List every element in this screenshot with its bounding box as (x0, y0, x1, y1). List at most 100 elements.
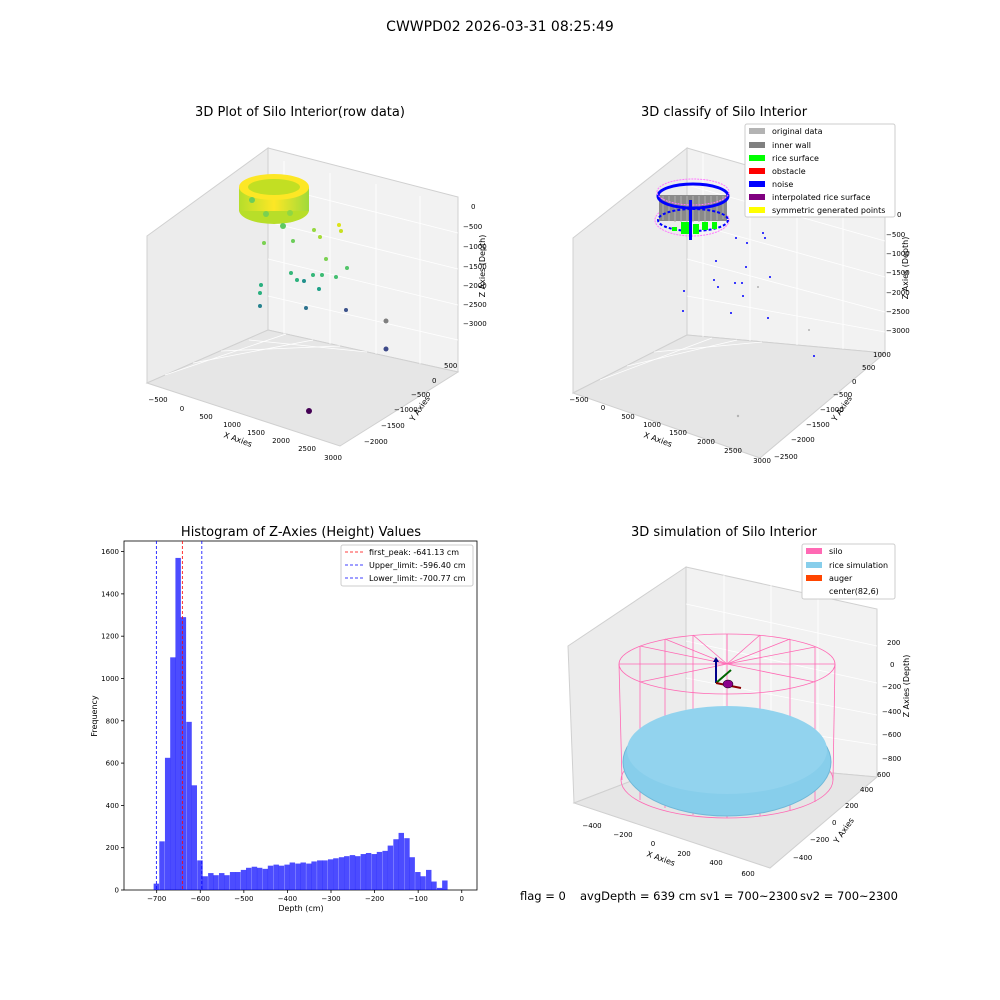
histogram-bar (213, 875, 219, 890)
y-tick: 0 (852, 378, 856, 386)
figure-title: CWWPD02 2026-03-31 08:25:49 (386, 19, 614, 35)
legend-item: noise (749, 180, 793, 189)
raw-ring (239, 174, 309, 229)
histogram-bar (376, 851, 383, 890)
histogram-bar (191, 785, 197, 890)
histogram-bar (365, 852, 372, 890)
z-tick: −200 (882, 683, 901, 691)
z-tick: −500 (463, 223, 482, 231)
legend-label: symmetric generated points (772, 206, 885, 215)
legend-label: first_peak: -641.13 cm (369, 548, 459, 557)
y-tick: −1500 (806, 421, 830, 429)
classify-original-points (736, 286, 810, 418)
histogram-bar (202, 876, 208, 890)
y-tick: −2500 (774, 453, 798, 461)
classify-legend: original data inner wall rice surface ob… (744, 123, 896, 218)
legend-label: inner wall (772, 141, 811, 150)
histogram-bar (170, 657, 176, 890)
legend-item: first_peak: -641.13 cm (345, 548, 459, 557)
y-tick: −500 (833, 391, 852, 399)
histogram-bar (208, 873, 214, 890)
y-tick: 600 (877, 771, 890, 779)
y-tick: −200 (810, 836, 829, 844)
histogram-bar (175, 557, 181, 890)
x-tick: 3000 (324, 454, 342, 462)
legend-label: original data (772, 127, 823, 136)
pane-floor (571, 334, 887, 459)
y-tick: 500 (862, 364, 875, 372)
x-tick: −700 (147, 895, 166, 903)
auger-marker (713, 657, 742, 689)
histogram-bar (240, 869, 247, 890)
histogram-bar (306, 863, 312, 890)
z-tick: 0 (890, 661, 894, 669)
simulation-x-ticks: −400 −200 0 200 400 600 (582, 822, 754, 878)
legend-item: symmetric generated points (749, 206, 885, 215)
histogram-bar (229, 872, 236, 890)
z-tick: −400 (882, 708, 901, 716)
legend-item: interpolated rice surface (749, 193, 870, 202)
z-tick: −1500 (463, 263, 487, 271)
z-tick: −2500 (886, 308, 910, 316)
legend-item: auger (806, 574, 853, 583)
histogram-legend: first_peak: -641.13 cm Upper_limit: -596… (340, 544, 474, 587)
histogram-y-ticks: 0 200 400 600 800 1000 1200 1400 1600 (101, 548, 124, 895)
legend-item: obstacle (749, 167, 806, 176)
y-tick: 1200 (101, 633, 119, 641)
z-tick: −1000 (463, 243, 487, 251)
x-tick: 0 (651, 840, 655, 848)
histogram-reference-lines (155, 541, 203, 890)
histogram-bar (404, 838, 410, 890)
histogram-bar (180, 617, 187, 890)
z-tick: −1500 (886, 269, 910, 277)
z-tick: −3000 (886, 327, 910, 335)
z-tick: 0 (471, 203, 475, 211)
x-tick: −100 (409, 895, 428, 903)
histogram-bar (262, 868, 269, 890)
histogram-bar (354, 856, 361, 890)
z-tick: −600 (882, 731, 901, 739)
histogram-bar (382, 850, 388, 890)
z-tick: 0 (897, 211, 901, 219)
status-line: flag = 0 avgDepth = 639 cm sv1 = 700~230… (520, 889, 898, 903)
z-tick: −800 (882, 755, 901, 763)
simulation-title: 3D simulation of Silo Interior (631, 525, 818, 540)
legend-item: center(82,6) (829, 587, 879, 596)
z-tick: −500 (886, 231, 905, 239)
z-tick: −2000 (886, 289, 910, 297)
x-tick: 1000 (223, 421, 241, 429)
legend-label: Upper_limit: -596.40 cm (369, 561, 466, 570)
x-tick: 0 (180, 405, 184, 413)
y-tick: −2000 (364, 438, 388, 446)
histogram-bar (289, 862, 296, 890)
raw-x-ticks: −500 0 500 1000 1500 2000 2500 3000 (148, 396, 342, 462)
pane-floor (145, 329, 460, 447)
y-tick: 1000 (101, 675, 119, 683)
z-tick: −1000 (886, 250, 910, 258)
histogram-bar (278, 865, 285, 890)
simulation-legend: silo rice simulation auger center(82,6) (801, 543, 896, 600)
x-tick: −500 (569, 396, 588, 404)
histogram-bar (219, 873, 225, 890)
z-tick: −3000 (463, 320, 487, 328)
histogram-bar (360, 854, 367, 890)
x-axis-label: Depth (cm) (278, 904, 323, 913)
classify-noise-points (682, 232, 815, 357)
histogram-bar (311, 861, 317, 890)
histogram-bar (224, 875, 230, 890)
x-tick: −600 (191, 895, 210, 903)
y-tick: 0 (432, 377, 436, 385)
x-tick: −200 (613, 831, 632, 839)
panel-raw-title: 3D Plot of Silo Interior(row data) (195, 105, 405, 120)
sv2-text: sv2 = 700~2300 (800, 889, 898, 903)
histogram-x-ticks: −700 −600 −500 −400 −300 −200 −100 0 (147, 890, 464, 903)
x-tick: 2500 (298, 445, 316, 453)
histogram-bar (300, 862, 306, 890)
legend-label: obstacle (772, 167, 806, 176)
z-tick: 200 (887, 639, 900, 647)
y-tick: 0 (832, 819, 836, 827)
histogram-bar (393, 839, 399, 890)
x-tick: 400 (709, 859, 722, 867)
x-tick: 1500 (247, 429, 265, 437)
y-tick: 400 (106, 802, 119, 810)
